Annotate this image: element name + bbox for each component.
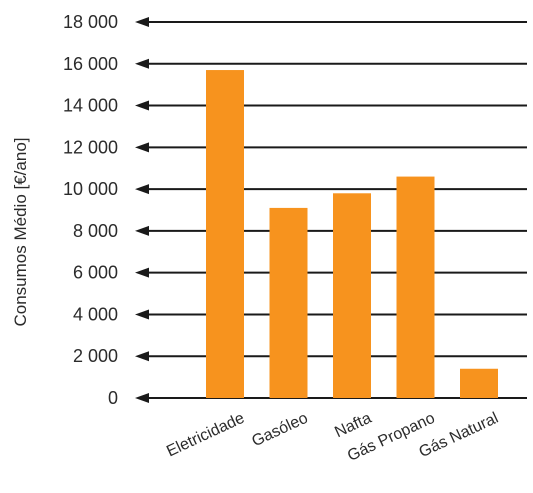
gridline-arrowhead — [135, 267, 149, 278]
bar-gas-leo — [269, 207, 308, 398]
y-tick-label: 10 000 — [63, 179, 118, 199]
y-tick-label: 2 000 — [73, 346, 118, 366]
bar-g-s-propano — [396, 176, 435, 398]
y-tick-label: 14 000 — [63, 96, 118, 116]
bars — [206, 70, 498, 399]
y-axis-title: Consumos Médio [€/ano] — [11, 138, 30, 327]
gridline-arrowhead — [135, 17, 149, 27]
bar-g-s-natural — [460, 368, 498, 398]
y-tick-label: 6 000 — [73, 263, 118, 283]
gridline-arrowhead — [135, 58, 149, 69]
y-tick-label: 0 — [108, 388, 118, 408]
gridlines — [135, 17, 527, 403]
y-tick-label: 16 000 — [63, 54, 118, 74]
y-tick-label: 8 000 — [73, 221, 118, 241]
x-category-label: Eletricidade — [164, 410, 247, 461]
gridline-arrowhead — [135, 393, 149, 403]
y-tick-labels: 0 2 000 4 000 6 000 8 000 10 000 12 000 14 000 1… — [63, 12, 118, 408]
y-tick-label: 4 000 — [73, 304, 118, 324]
y-tick-label: 18 000 — [63, 12, 118, 32]
gridline-arrowhead — [135, 142, 149, 153]
x-category-label: Gasóleo — [249, 410, 310, 451]
bar-eletricidade — [206, 70, 244, 399]
gridline-arrowhead — [135, 351, 149, 362]
gridline-arrowhead — [135, 184, 149, 195]
gridline-arrowhead — [135, 309, 149, 320]
x-category-label: Nafta — [332, 410, 374, 442]
bar-nafta — [333, 193, 371, 398]
gridline-arrowhead — [135, 100, 149, 111]
y-tick-label: 12 000 — [63, 137, 118, 157]
gridline-arrowhead — [135, 225, 149, 236]
